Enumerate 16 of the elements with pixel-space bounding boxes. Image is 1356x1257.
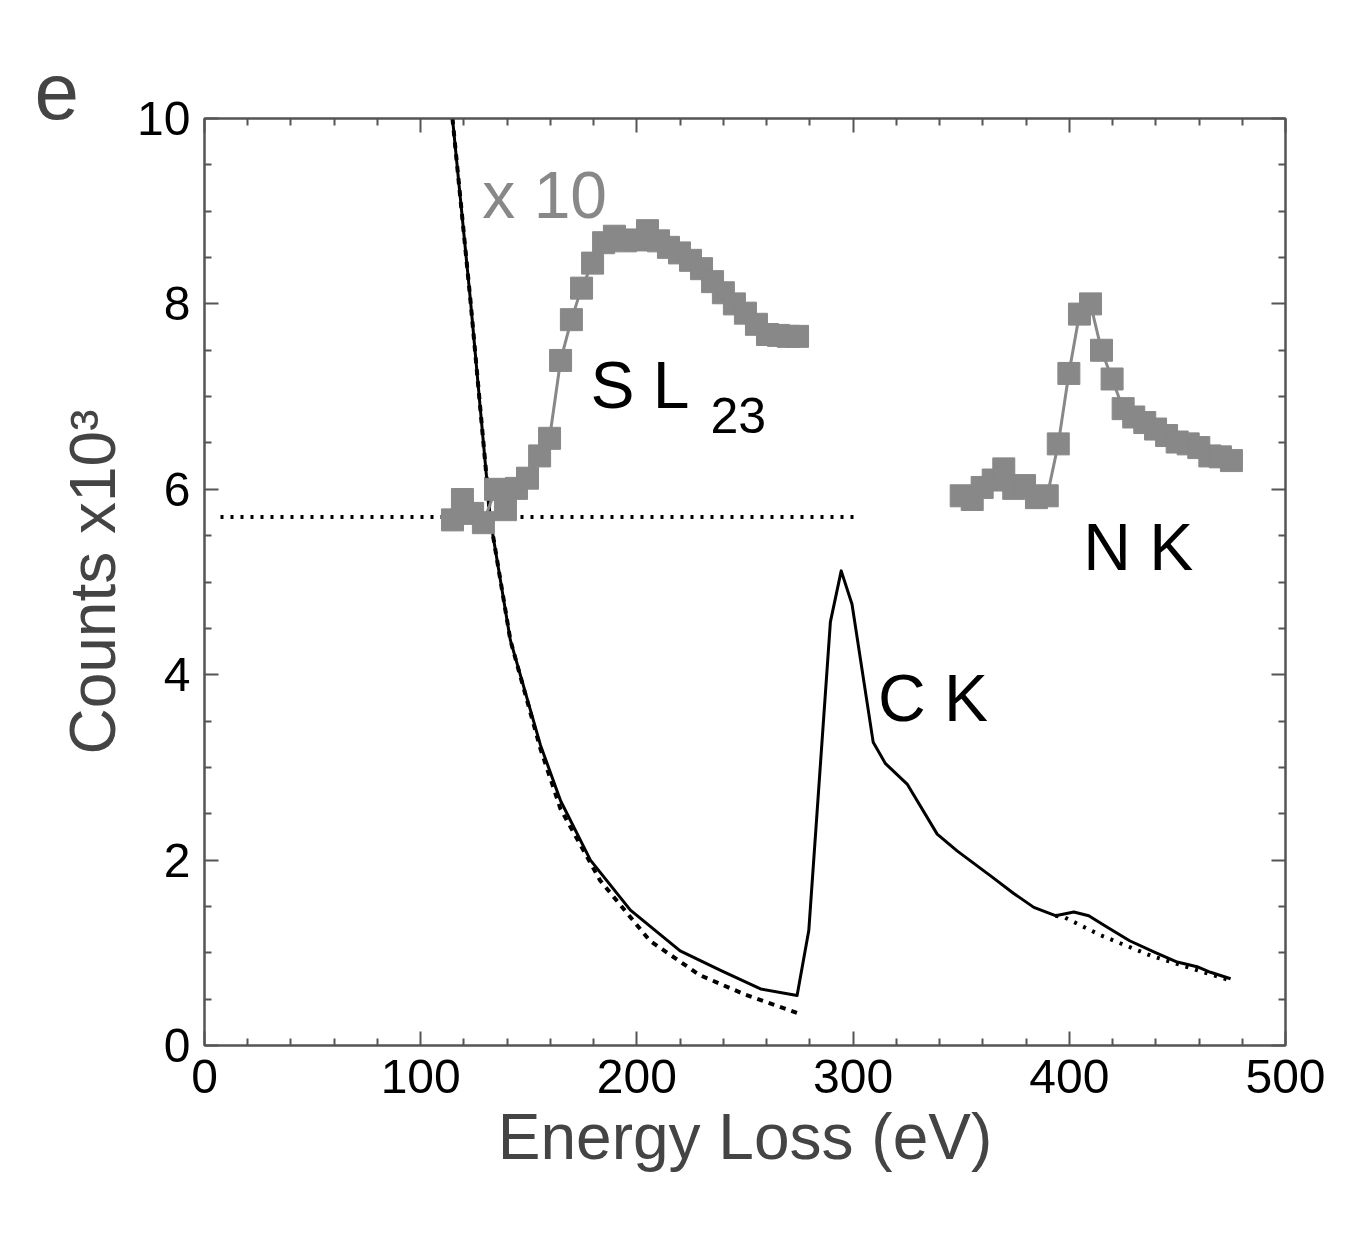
y-tick-label: 6 xyxy=(163,462,191,516)
y-tick-label: 2 xyxy=(163,833,191,887)
y-tick-label: 10 xyxy=(137,92,191,145)
x-tick-label: 500 xyxy=(1245,1049,1326,1103)
y-tick-label: 4 xyxy=(163,648,191,702)
text: e xyxy=(34,46,79,136)
x-tick-label: 300 xyxy=(813,1049,894,1103)
x-tick-label: 400 xyxy=(1029,1049,1110,1103)
annotation: x 10 xyxy=(482,158,608,233)
annotation: N K xyxy=(1083,509,1194,584)
x-tick-label: 100 xyxy=(380,1049,461,1103)
x-axis-title: Energy Loss (eV) xyxy=(497,1100,993,1173)
x-tick-label: 200 xyxy=(596,1049,677,1103)
y-axis-title: Counts x10³ xyxy=(57,409,130,755)
annotation: C K xyxy=(877,660,988,735)
y-tick-label: 8 xyxy=(163,277,191,331)
